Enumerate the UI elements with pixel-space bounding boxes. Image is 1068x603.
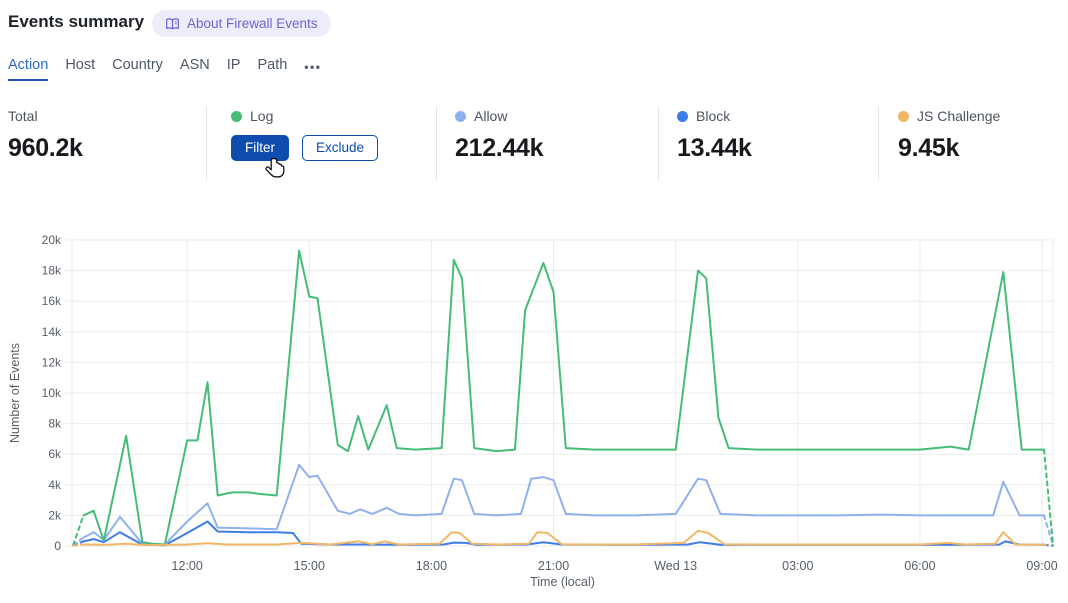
legend-dot-log <box>231 111 242 122</box>
tab-country[interactable]: Country <box>112 57 163 73</box>
chart-line-block <box>82 520 1045 547</box>
chart-line-js-challenge <box>82 529 1048 547</box>
tab-asn[interactable]: ASN <box>179 57 210 73</box>
legend-dot-allow <box>455 111 466 122</box>
svg-text:03:00: 03:00 <box>782 559 813 573</box>
svg-text:8k: 8k <box>48 417 62 431</box>
legend-dot-block <box>677 111 688 122</box>
svg-text:12k: 12k <box>42 355 62 369</box>
dimension-tabs: Action Host Country ASN IP Path ••• <box>8 57 321 81</box>
stats-divider <box>878 106 879 180</box>
stat-block: Block 13.44k <box>677 108 752 163</box>
stat-js-challenge: JS Challenge 9.45k <box>898 108 1000 163</box>
stat-log: Log Filter Exclude <box>231 108 379 161</box>
svg-text:18:00: 18:00 <box>416 559 447 573</box>
open-book-icon <box>165 17 180 31</box>
about-badge-label: About Firewall Events <box>187 16 318 31</box>
stat-total: Total 960.2k <box>8 108 83 163</box>
stat-total-value: 960.2k <box>8 134 83 162</box>
filter-button[interactable]: Filter <box>231 135 289 161</box>
svg-text:4k: 4k <box>48 478 62 492</box>
chart-line-log-lead-dashed <box>72 514 85 547</box>
stats-divider <box>436 106 437 180</box>
svg-text:0: 0 <box>54 539 61 553</box>
chart-line-allow-lead-dashed <box>72 536 85 547</box>
svg-text:18k: 18k <box>42 264 62 278</box>
tab-ip[interactable]: IP <box>226 57 241 73</box>
svg-text:20k: 20k <box>42 233 62 247</box>
about-firewall-events-badge[interactable]: About Firewall Events <box>152 10 331 37</box>
x-axis-title: Time (local) <box>530 575 595 589</box>
stat-js-challenge-label: JS Challenge <box>917 108 1001 124</box>
svg-text:21:00: 21:00 <box>538 559 569 573</box>
svg-text:Wed 13: Wed 13 <box>654 559 697 573</box>
y-axis-title: Number of Events <box>8 343 22 443</box>
events-over-time-chart: 0 2k 4k 6k 8k 10k 12k 14k 16k 18k 20k 12:00 15:00 18:… <box>0 228 1068 598</box>
chart-line-log-tail-dashed <box>1043 448 1054 547</box>
stat-log-label: Log <box>250 108 274 124</box>
stats-divider <box>206 106 207 180</box>
svg-text:15:00: 15:00 <box>294 559 325 573</box>
svg-text:06:00: 06:00 <box>904 559 935 573</box>
svg-text:12:00: 12:00 <box>172 559 203 573</box>
chart-line-log <box>82 249 1045 546</box>
tab-path[interactable]: Path <box>257 57 288 73</box>
svg-text:10k: 10k <box>42 386 62 400</box>
svg-text:14k: 14k <box>42 325 62 339</box>
stat-js-challenge-value: 9.45k <box>898 134 960 162</box>
svg-text:09:00: 09:00 <box>1026 559 1057 573</box>
stat-block-label: Block <box>696 108 731 124</box>
exclude-button[interactable]: Exclude <box>302 135 379 161</box>
tab-host[interactable]: Host <box>65 57 96 73</box>
stat-total-label: Total <box>8 108 38 124</box>
svg-text:2k: 2k <box>48 508 62 522</box>
svg-text:6k: 6k <box>48 447 62 461</box>
chart-line-allow <box>82 463 1045 546</box>
stats-divider <box>658 106 659 180</box>
chart-series <box>72 249 1054 547</box>
more-tabs-icon[interactable]: ••• <box>304 60 322 74</box>
stat-block-value: 13.44k <box>677 134 752 162</box>
svg-text:16k: 16k <box>42 294 62 308</box>
stat-allow-value: 212.44k <box>455 134 544 162</box>
chart-line-js-challenge-lead-dashed <box>72 543 85 547</box>
chart-axis-labels: 0 2k 4k 6k 8k 10k 12k 14k 16k 18k 20k 12:00 15:00 18:… <box>8 233 1058 589</box>
chart-grid <box>65 239 1054 547</box>
tab-action[interactable]: Action <box>8 57 49 81</box>
legend-dot-js-challenge <box>898 111 909 122</box>
stat-allow-label: Allow <box>474 108 508 124</box>
stat-allow: Allow 212.44k <box>455 108 544 163</box>
page-title: Events summary <box>8 12 145 31</box>
chart-line-allow-tail-dashed <box>1043 514 1054 547</box>
chart-canvas: 0 2k 4k 6k 8k 10k 12k 14k 16k 18k 20k 12:00 15:00 18:… <box>8 233 1058 589</box>
